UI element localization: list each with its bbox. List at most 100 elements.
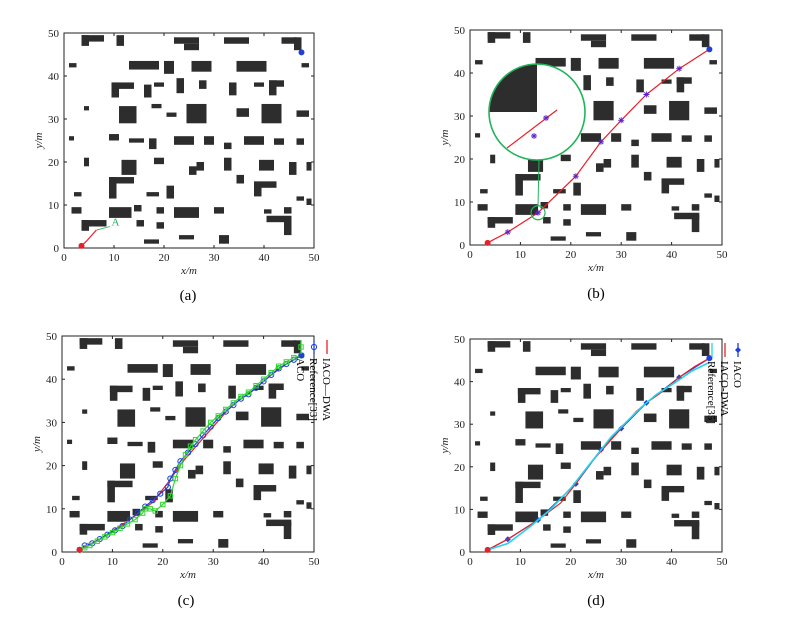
obstacle xyxy=(296,500,304,505)
obstacle xyxy=(236,174,244,184)
obstacle xyxy=(674,212,700,220)
y-tick-label: 10 xyxy=(48,200,60,212)
obstacle xyxy=(666,464,682,476)
x-tick-label: 20 xyxy=(565,556,577,568)
obstacle xyxy=(611,441,622,450)
data-point xyxy=(152,508,158,514)
obstacle xyxy=(174,136,194,145)
obstacle xyxy=(165,415,176,421)
obstacle xyxy=(570,57,581,71)
obstacle xyxy=(301,63,309,68)
x-tick-label: 40 xyxy=(666,249,678,261)
obstacle xyxy=(296,413,309,421)
y-tick-label: 0 xyxy=(54,243,60,255)
data-point xyxy=(157,490,164,497)
obstacle xyxy=(150,407,161,412)
data-point xyxy=(164,484,171,491)
legend-marker xyxy=(735,347,741,353)
obstacle xyxy=(651,441,672,450)
obstacle xyxy=(164,60,174,74)
obstacle xyxy=(560,387,571,393)
obstacle xyxy=(676,385,692,393)
obstacle xyxy=(626,539,637,548)
obstacle xyxy=(490,411,496,416)
goal-point xyxy=(298,49,305,56)
y-tick-label: 10 xyxy=(454,197,466,209)
obstacle xyxy=(661,485,685,493)
obstacle xyxy=(583,383,591,399)
obstacle xyxy=(676,77,692,84)
obstacle xyxy=(704,193,712,198)
data-point xyxy=(149,497,156,504)
obstacle xyxy=(643,366,675,378)
obstacle xyxy=(585,539,602,544)
obstacle xyxy=(263,513,272,518)
obstacle xyxy=(475,368,483,374)
obstacle xyxy=(177,539,194,544)
obstacle xyxy=(515,174,523,196)
obstacle xyxy=(132,508,141,516)
obstacle xyxy=(107,437,118,444)
y-axis-label: y/m xyxy=(33,133,45,150)
obstacle xyxy=(704,443,712,450)
data-point xyxy=(102,534,108,540)
legend-label: IACO-DWA xyxy=(718,361,730,417)
data-point xyxy=(142,506,148,512)
obstacle xyxy=(266,519,292,527)
goal-point xyxy=(298,352,305,359)
panel-a: 0 10 20 30 40 50 0 10 20 30 40 50 x/m y/m (a) A xyxy=(33,28,320,304)
obstacle xyxy=(590,40,607,48)
x-tick-label: 50 xyxy=(717,249,729,261)
obstacle xyxy=(714,195,720,202)
obstacle xyxy=(264,209,272,214)
obstacle xyxy=(214,207,224,214)
series-line-reference-35- xyxy=(487,361,710,551)
x-tick-label: 0 xyxy=(61,252,67,264)
obstacle xyxy=(166,185,174,199)
obstacle xyxy=(480,189,488,194)
x-tick-label: 30 xyxy=(208,556,220,568)
obstacle xyxy=(631,343,657,350)
y-tick-label: 0 xyxy=(52,547,58,559)
obstacle xyxy=(283,510,292,518)
obstacle xyxy=(563,511,571,518)
obstacle xyxy=(515,174,541,181)
y-tick-label: 40 xyxy=(454,68,466,80)
x-tick-label: 50 xyxy=(309,556,321,568)
obstacle xyxy=(283,521,292,540)
data-point xyxy=(245,389,252,395)
obstacle xyxy=(570,366,581,380)
plot-frame xyxy=(61,335,315,553)
obstacle xyxy=(696,466,705,480)
obstacle xyxy=(142,387,151,401)
obstacle xyxy=(550,390,559,403)
obstacle xyxy=(701,34,710,48)
obstacle xyxy=(515,511,539,523)
obstacle xyxy=(535,57,566,67)
panel-c: 0 10 20 30 40 50 0 10 20 30 40 50 x/m y/m (c) IACO—DWAR… xyxy=(31,331,332,609)
obstacle xyxy=(107,480,115,503)
data-point xyxy=(182,452,189,458)
obstacle xyxy=(182,346,199,354)
y-tick-label: 30 xyxy=(48,114,60,126)
obstacle xyxy=(224,37,249,44)
obstacle xyxy=(580,441,602,450)
obstacle xyxy=(661,180,670,194)
data-point xyxy=(160,501,166,508)
obstacle xyxy=(269,80,284,87)
panel-caption: (a) xyxy=(180,288,197,304)
x-axis-label: x/m xyxy=(179,569,196,581)
obstacle xyxy=(522,341,531,352)
data-point xyxy=(187,443,194,449)
obstacle xyxy=(550,236,566,241)
goal-point xyxy=(706,355,713,362)
obstacle xyxy=(146,192,159,197)
obstacle xyxy=(236,60,267,72)
obstacle xyxy=(701,343,710,357)
obstacle xyxy=(84,106,89,111)
obstacle xyxy=(109,134,119,141)
y-tick-label: 30 xyxy=(454,419,466,431)
obstacle xyxy=(72,495,80,501)
x-tick-label: 30 xyxy=(616,249,628,261)
